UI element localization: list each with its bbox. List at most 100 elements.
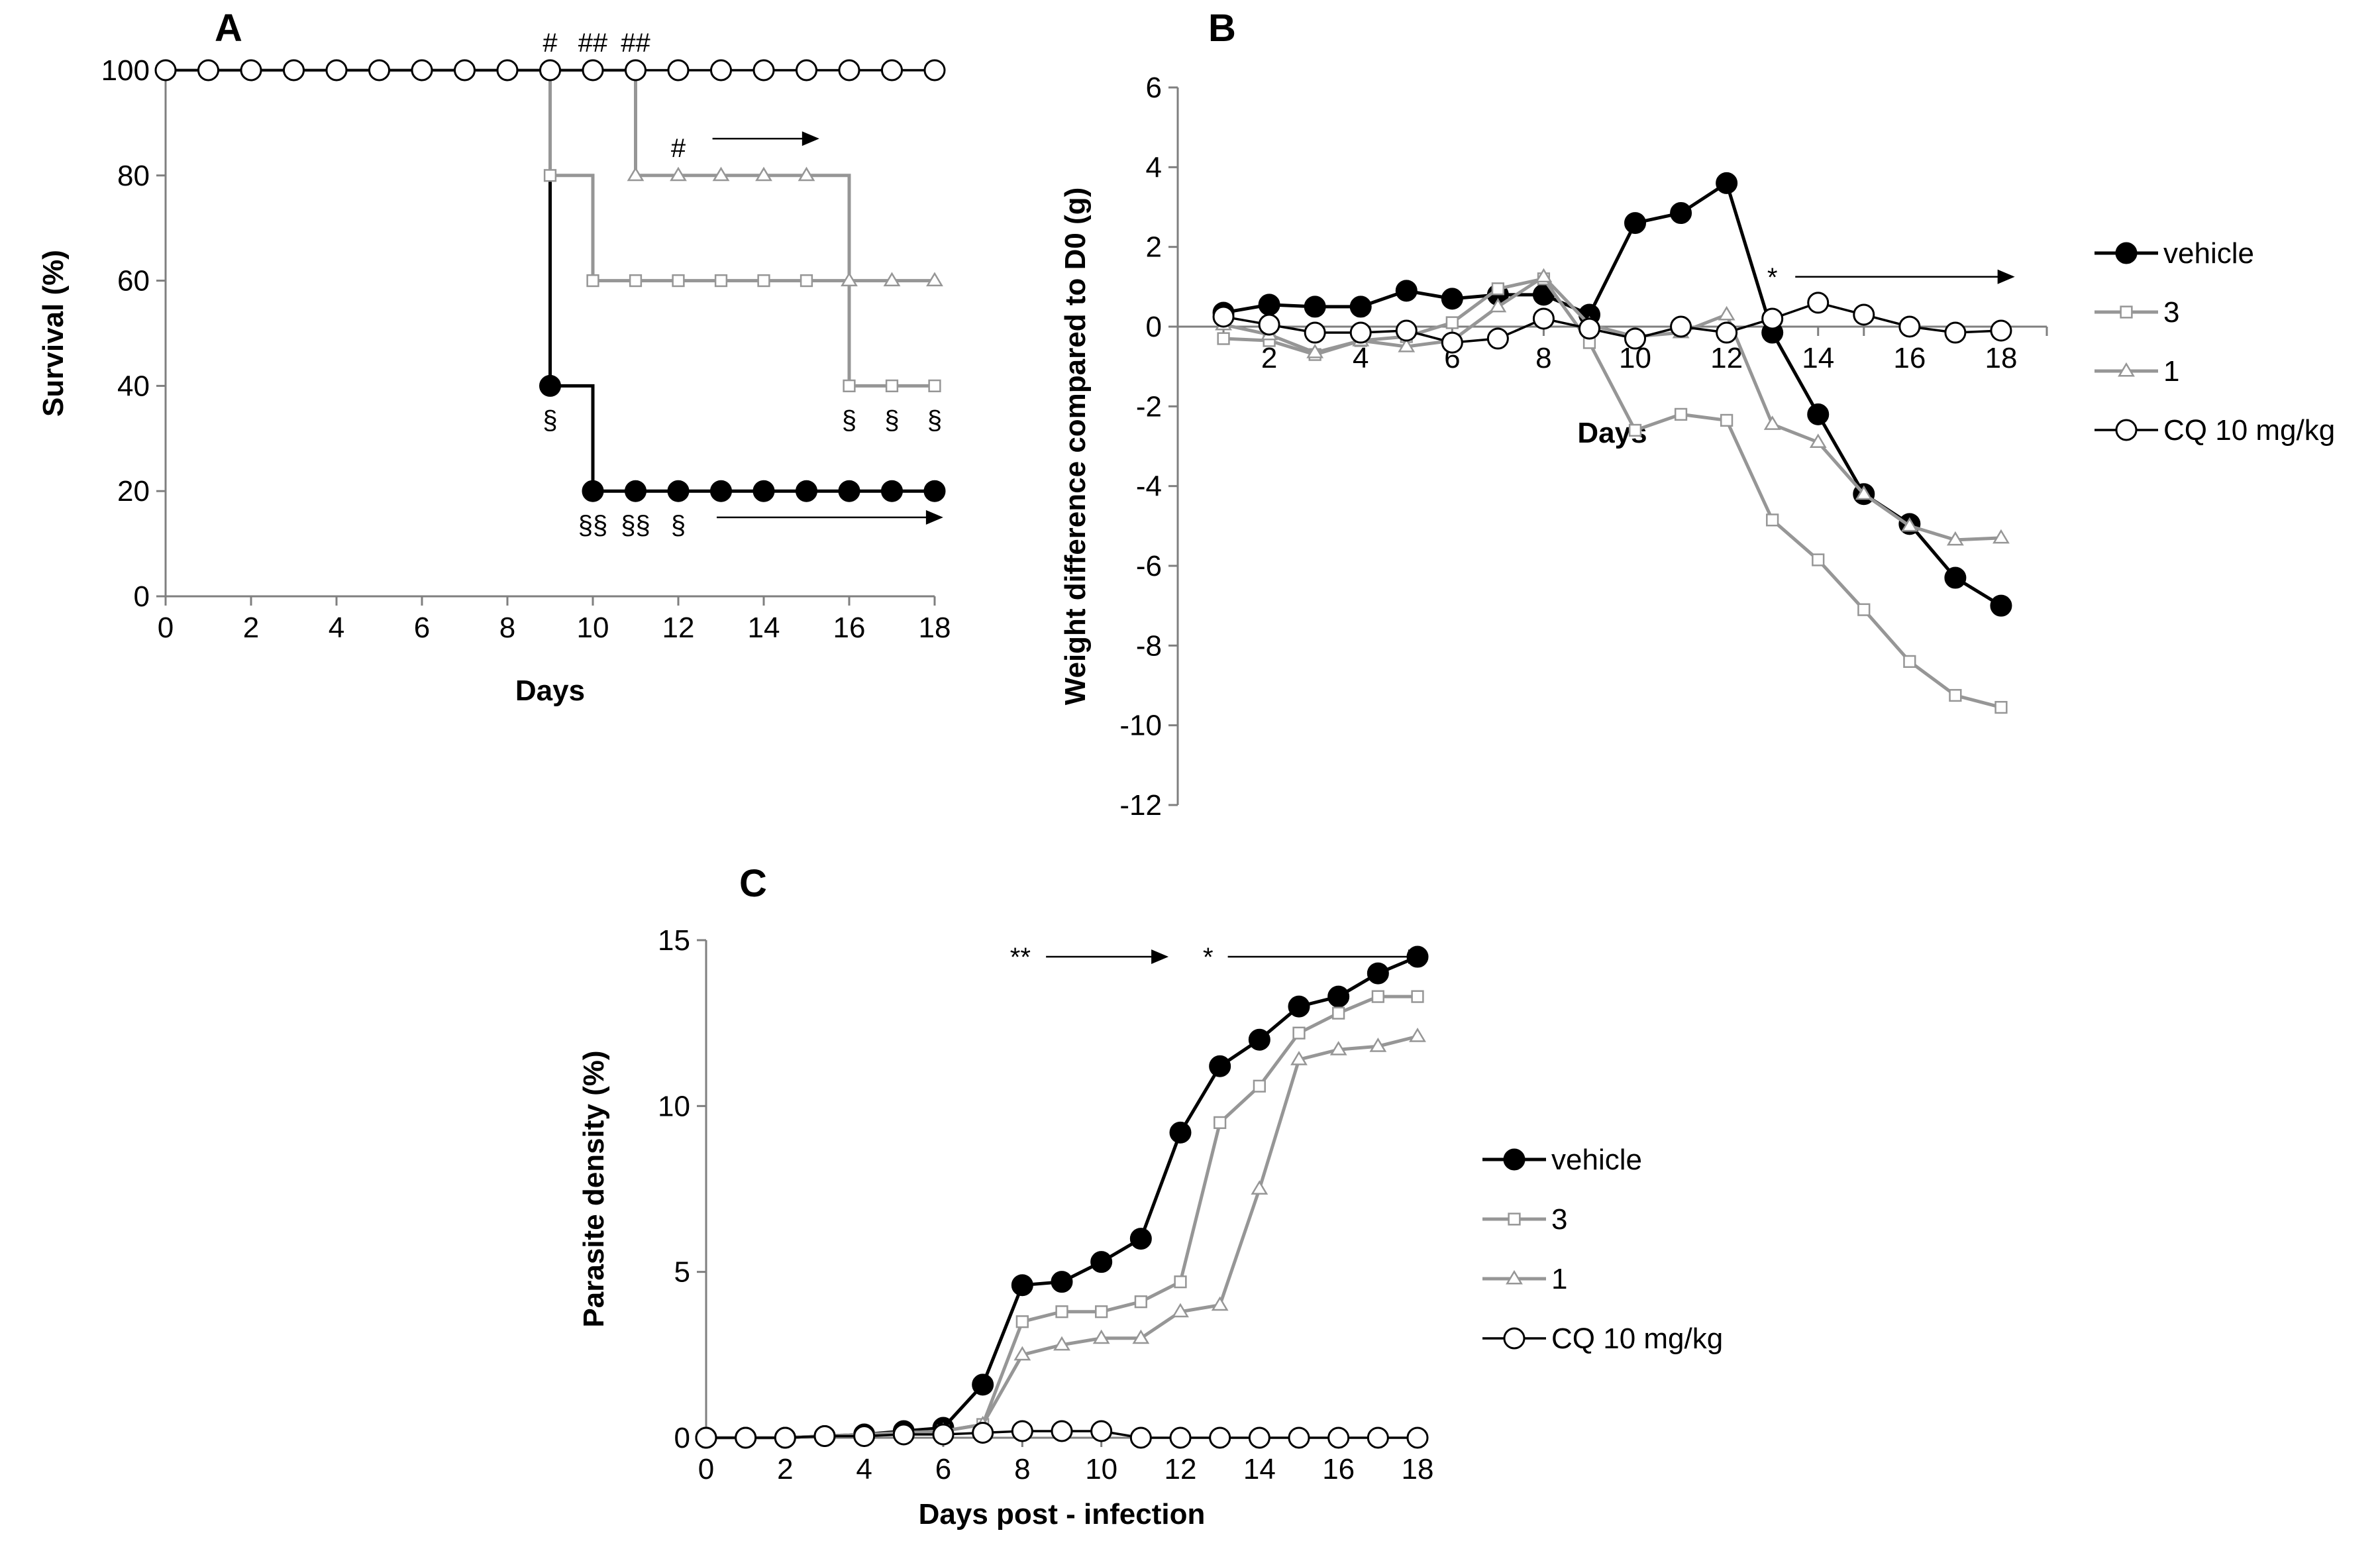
panel-b-series-3-point bbox=[1674, 407, 1688, 421]
panel-b-series-vehicle-point bbox=[1807, 403, 1830, 425]
panel-a-series-3-point bbox=[928, 379, 941, 393]
panel-a-series-cq-10-mg-kg-point bbox=[154, 59, 177, 81]
panel-a-series-1-point bbox=[841, 272, 858, 287]
panel-b-series-3-point bbox=[1994, 700, 2008, 714]
panel-b-series-3-point bbox=[1720, 413, 1733, 427]
panel-a-series-cq-10-mg-kg bbox=[154, 59, 946, 81]
panel-c-series-cq-10-mg-kg-point bbox=[1248, 1426, 1270, 1449]
panel-c-series-3-point bbox=[1292, 1026, 1306, 1040]
panel-b-series-1-point bbox=[1809, 433, 1827, 448]
panel-b-series-cq-10-mg-kg-point bbox=[1486, 327, 1509, 350]
panel-b-series-3-line bbox=[1223, 277, 2002, 710]
panel-a-series-3 bbox=[166, 68, 941, 393]
panel-c-x-tick-label: 2 bbox=[777, 1453, 793, 1485]
panel-c-series-3-point bbox=[1055, 1305, 1068, 1318]
panel-b-series-cq-10-mg-kg-point bbox=[1624, 327, 1647, 350]
panel-c-series-3-point bbox=[1371, 990, 1384, 1003]
panel-a-series-1-point bbox=[755, 166, 772, 182]
panel-c-annotation: * bbox=[1203, 943, 1214, 972]
panel-c-series-cq-10-mg-kg-point bbox=[695, 1426, 717, 1449]
panel-b-series-3-point bbox=[1903, 655, 1916, 669]
panel-a-series-cq-10-mg-kg-point bbox=[197, 59, 219, 81]
panel-a-annotation: # bbox=[543, 28, 558, 58]
panel-a-series-3-point bbox=[543, 169, 557, 182]
panel-c-series-cq-10-mg-kg-point bbox=[1090, 1420, 1113, 1442]
panel-b-series-1-point bbox=[1855, 485, 1873, 500]
panel-c-series-cq-10-mg-kg-point bbox=[1327, 1426, 1350, 1449]
panel-a-x-tick-label: 16 bbox=[833, 612, 866, 644]
panel-c-legend-1-label: 1 bbox=[1551, 1263, 1567, 1295]
panel-c-x-tick-label: 18 bbox=[1402, 1453, 1434, 1485]
panel-a-annotation: § bbox=[884, 405, 899, 435]
panel-c-series-cq-10-mg-kg-point bbox=[1288, 1426, 1310, 1449]
panel-c-series-1 bbox=[698, 1028, 1426, 1444]
panel-c-series-vehicle-point bbox=[1169, 1121, 1192, 1144]
panel-b-legend-vehicle-label: vehicle bbox=[2163, 237, 2254, 270]
panel-a-series-cq-10-mg-kg-point bbox=[283, 59, 305, 81]
panel-a-series-cq-10-mg-kg-point bbox=[667, 59, 690, 81]
panel-a-series-cq-10-mg-kg-point bbox=[710, 59, 732, 81]
panel-b-legend-3-swatch-marker bbox=[2120, 305, 2133, 319]
panel-b-series-cq-10-mg-kg-point bbox=[1349, 321, 1372, 344]
panel-b-series-cq-10-mg-kg-point bbox=[1578, 317, 1600, 340]
panel-c-series-1-point bbox=[1369, 1038, 1387, 1052]
panel-b-series-1-point bbox=[1489, 297, 1507, 313]
panel-a-series-vehicle-point bbox=[796, 480, 817, 502]
panel-b-series-vehicle-point bbox=[1944, 566, 1967, 589]
panel-c-y-tick-label: 5 bbox=[674, 1256, 690, 1289]
panel-a-annotation: §§ bbox=[578, 511, 608, 540]
panel-c-series-1-point bbox=[1409, 1028, 1426, 1042]
panel-b-series-vehicle-point bbox=[1670, 202, 1692, 225]
panel-b-series-vehicle-point bbox=[1395, 280, 1418, 302]
panel-c-x-tick-label: 12 bbox=[1164, 1453, 1197, 1485]
panel-b-series-cq-10-mg-kg-point bbox=[1853, 303, 1875, 326]
panel-c-x-tick-label: 6 bbox=[935, 1453, 951, 1485]
panel-c-series-vehicle-point bbox=[1209, 1055, 1231, 1077]
panel-b-series-cq-10-mg-kg-point bbox=[1532, 307, 1555, 330]
panel-b-series-cq-10-mg-kg-point bbox=[1395, 319, 1418, 342]
panel-b-series-vehicle-line bbox=[1223, 180, 2002, 608]
panel-a-series-1-point bbox=[926, 272, 943, 287]
panel-c-x-axis-title: Days post - infection bbox=[919, 1498, 1206, 1531]
panel-b-series-cq-10-mg-kg-point bbox=[1670, 315, 1692, 338]
panel-a-y-tick-label: 40 bbox=[117, 370, 150, 402]
panel-b-series-1-point bbox=[1398, 337, 1416, 352]
panel-c-parasite-chart: 0 5 10 15 0 2 4 6 8 10 12 14 16 18 Days post - infecti… bbox=[578, 924, 1433, 1531]
panel-c-series-cq-10-mg-kg-point bbox=[1011, 1420, 1033, 1442]
panel-a-series-cq-10-mg-kg-point bbox=[796, 59, 817, 81]
panel-c-series-cq-10-mg-kg-point bbox=[774, 1426, 796, 1449]
panel-b-x-tick-label: 12 bbox=[1710, 342, 1743, 374]
panel-b-legend-cq-10-mg-kg-swatch-marker bbox=[2115, 419, 2138, 441]
panel-c-x-tick-label: 8 bbox=[1014, 1453, 1030, 1485]
panel-b-series-cq-10-mg-kg-point bbox=[1807, 292, 1830, 314]
panel-c-series-3-point bbox=[1015, 1315, 1029, 1328]
panel-c-series-vehicle-point bbox=[1011, 1274, 1033, 1297]
panel-a-x-tick-label: 4 bbox=[329, 612, 344, 644]
panel-a-series-cq-10-mg-kg-point bbox=[923, 59, 946, 81]
panel-b-series-3-point bbox=[1812, 553, 1825, 566]
panel-c-series-1-point bbox=[1290, 1051, 1308, 1065]
panel-b-y-tick-label: -2 bbox=[1136, 390, 1162, 423]
panel-a-series-vehicle-point bbox=[752, 480, 775, 502]
panel-b-y-tick-label: -4 bbox=[1136, 470, 1162, 503]
panel-a-series-3-point bbox=[885, 379, 899, 393]
panel-b-series-cq-10-mg-kg-point bbox=[1441, 331, 1463, 354]
panel-c-series-vehicle-point bbox=[1288, 995, 1310, 1018]
panel-b-series-cq-10-mg-kg-point bbox=[1304, 321, 1326, 344]
panel-c-legend-vehicle-swatch-marker bbox=[1503, 1148, 1526, 1171]
panel-a-series-1-point bbox=[883, 272, 901, 287]
panel-a-series-1-point bbox=[627, 166, 645, 182]
panel-b-series-1-point bbox=[1946, 531, 1964, 546]
panel-b-y-tick-label: 2 bbox=[1146, 231, 1162, 264]
panel-a-series-cq-10-mg-kg-point bbox=[240, 59, 262, 81]
panel-b-series-vehicle-point bbox=[1349, 296, 1372, 318]
panel-a-annotation: § bbox=[927, 405, 942, 435]
panel-c-legend-cq-10-mg-kg-swatch-marker bbox=[1503, 1327, 1526, 1350]
panel-c-x-tick-label: 0 bbox=[698, 1453, 714, 1485]
panel-c-series-vehicle-point bbox=[1327, 985, 1350, 1008]
panel-b-series-vehicle-point bbox=[1990, 594, 2012, 617]
panel-b-annotation: * bbox=[1767, 263, 1778, 292]
panel-b-series-3-point bbox=[1766, 513, 1779, 527]
panel-a-y-tick-label: 0 bbox=[134, 580, 150, 613]
